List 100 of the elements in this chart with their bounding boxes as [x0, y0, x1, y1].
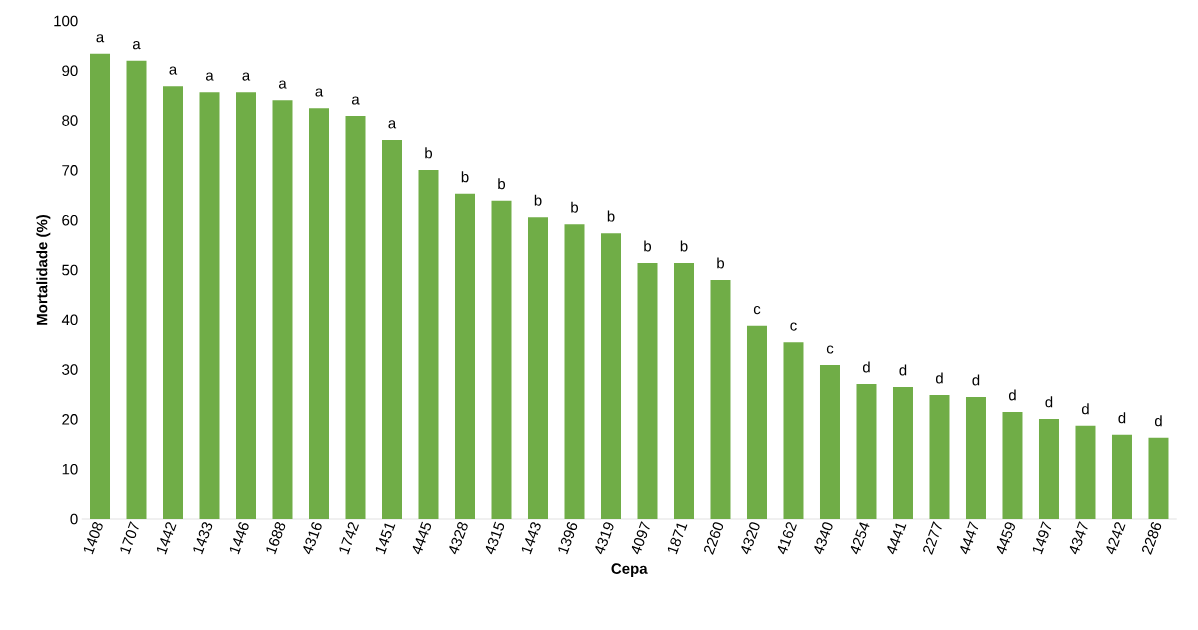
bar	[199, 92, 220, 519]
x-tick-label: 4441	[887, 523, 907, 555]
bar	[528, 217, 548, 519]
x-tick-label: 1871	[667, 523, 688, 555]
x-tick-label: 1443	[521, 522, 541, 555]
data-label: b	[571, 201, 579, 213]
y-tick-label: 30	[62, 364, 78, 375]
x-tick-label: 1707	[120, 521, 139, 555]
data-label: a	[205, 72, 214, 81]
bar	[637, 263, 658, 519]
x-tick-label: 1742	[339, 522, 359, 555]
y-tick-label: 70	[62, 165, 78, 176]
y-tick-label: 50	[62, 264, 78, 276]
x-tick-label: 1497	[1032, 521, 1052, 555]
data-label: a	[169, 66, 178, 75]
data-label: d	[972, 374, 980, 386]
data-label: b	[680, 240, 688, 252]
data-label: a	[278, 80, 287, 89]
data-label: d	[935, 372, 943, 384]
x-tick-label: 4162	[777, 522, 797, 555]
x-tick-label: 2286	[1142, 522, 1162, 555]
y-tick-label: 10	[62, 463, 78, 475]
x-tick-label: 4242	[1106, 522, 1126, 555]
bar	[965, 396, 986, 519]
bar	[491, 200, 512, 519]
y-tick-label: 0	[70, 513, 78, 525]
y-axis-title: Mortalidade (%)	[36, 214, 51, 325]
y-tick-label: 90	[62, 65, 78, 77]
bar	[236, 92, 256, 519]
bar	[1038, 418, 1059, 519]
x-tick-label: 4320	[741, 522, 760, 555]
data-label: d	[1008, 389, 1016, 401]
data-label: b	[607, 210, 615, 222]
data-label: c	[790, 322, 797, 331]
bar	[783, 342, 804, 519]
data-label: d	[1081, 403, 1089, 415]
bar	[309, 108, 329, 519]
y-tick-label: 80	[62, 115, 78, 126]
y-tick-label: 60	[62, 214, 78, 226]
data-label: d	[899, 364, 907, 376]
bar	[418, 169, 439, 519]
bar	[710, 279, 731, 519]
y-tick-label: 40	[61, 314, 78, 326]
bar	[1148, 437, 1169, 519]
data-label: a	[351, 96, 360, 105]
x-tick-label: 1442	[156, 522, 177, 555]
data-label: a	[388, 120, 397, 129]
bar	[163, 86, 183, 519]
data-label: d	[1118, 412, 1126, 424]
x-axis-title: Cepa	[611, 563, 648, 577]
data-label: b	[425, 147, 433, 159]
x-tick-label: 2260	[704, 522, 724, 555]
bar	[819, 365, 840, 519]
data-label: a	[315, 88, 324, 97]
x-tick-label: 4316	[303, 522, 322, 555]
bar	[601, 233, 621, 519]
x-tick-label: 1446	[229, 522, 249, 555]
bar	[892, 387, 913, 519]
bar	[90, 53, 111, 519]
x-tick-label: 4340	[814, 522, 833, 555]
x-tick-label: 4319	[595, 522, 614, 555]
data-label: c	[753, 306, 761, 315]
x-tick-label: 4459	[996, 522, 1015, 555]
data-label: b	[534, 194, 542, 206]
bar	[345, 116, 366, 519]
x-tick-label: 4097	[631, 521, 650, 555]
data-label: b	[498, 178, 506, 190]
bar	[1002, 411, 1023, 519]
x-tick-label: 4347	[1069, 521, 1088, 555]
x-tick-label: 4254	[850, 522, 870, 555]
bar	[272, 100, 293, 519]
x-tick-label: 1396	[558, 522, 578, 555]
data-label: a	[132, 41, 141, 50]
x-tick-label: 2277	[923, 521, 942, 555]
data-label: a	[242, 72, 251, 81]
y-tick-label: 20	[62, 414, 78, 425]
bar	[929, 395, 950, 519]
bar	[674, 263, 694, 519]
data-label: b	[461, 171, 469, 183]
data-label: a	[96, 34, 105, 43]
x-tick-label: 1408	[83, 522, 103, 555]
x-tick-label: 1688	[266, 522, 286, 555]
y-tick-label: 100	[54, 15, 78, 27]
x-tick-label: 4445	[412, 521, 432, 555]
x-tick-label: 1433	[193, 522, 213, 555]
data-label: d	[862, 361, 870, 373]
data-label: b	[644, 240, 652, 252]
bar	[455, 193, 475, 519]
bar	[1111, 434, 1132, 519]
x-tick-label: 4328	[449, 522, 468, 555]
bar	[1075, 425, 1096, 519]
bar	[126, 60, 147, 519]
bar	[382, 140, 402, 519]
x-tick-label: 4315	[485, 521, 505, 555]
bar	[856, 384, 877, 519]
data-label: d	[1045, 396, 1053, 408]
data-label: d	[1154, 415, 1162, 427]
bar	[746, 325, 767, 519]
x-tick-label: 4447	[960, 521, 979, 555]
bar	[564, 224, 585, 519]
